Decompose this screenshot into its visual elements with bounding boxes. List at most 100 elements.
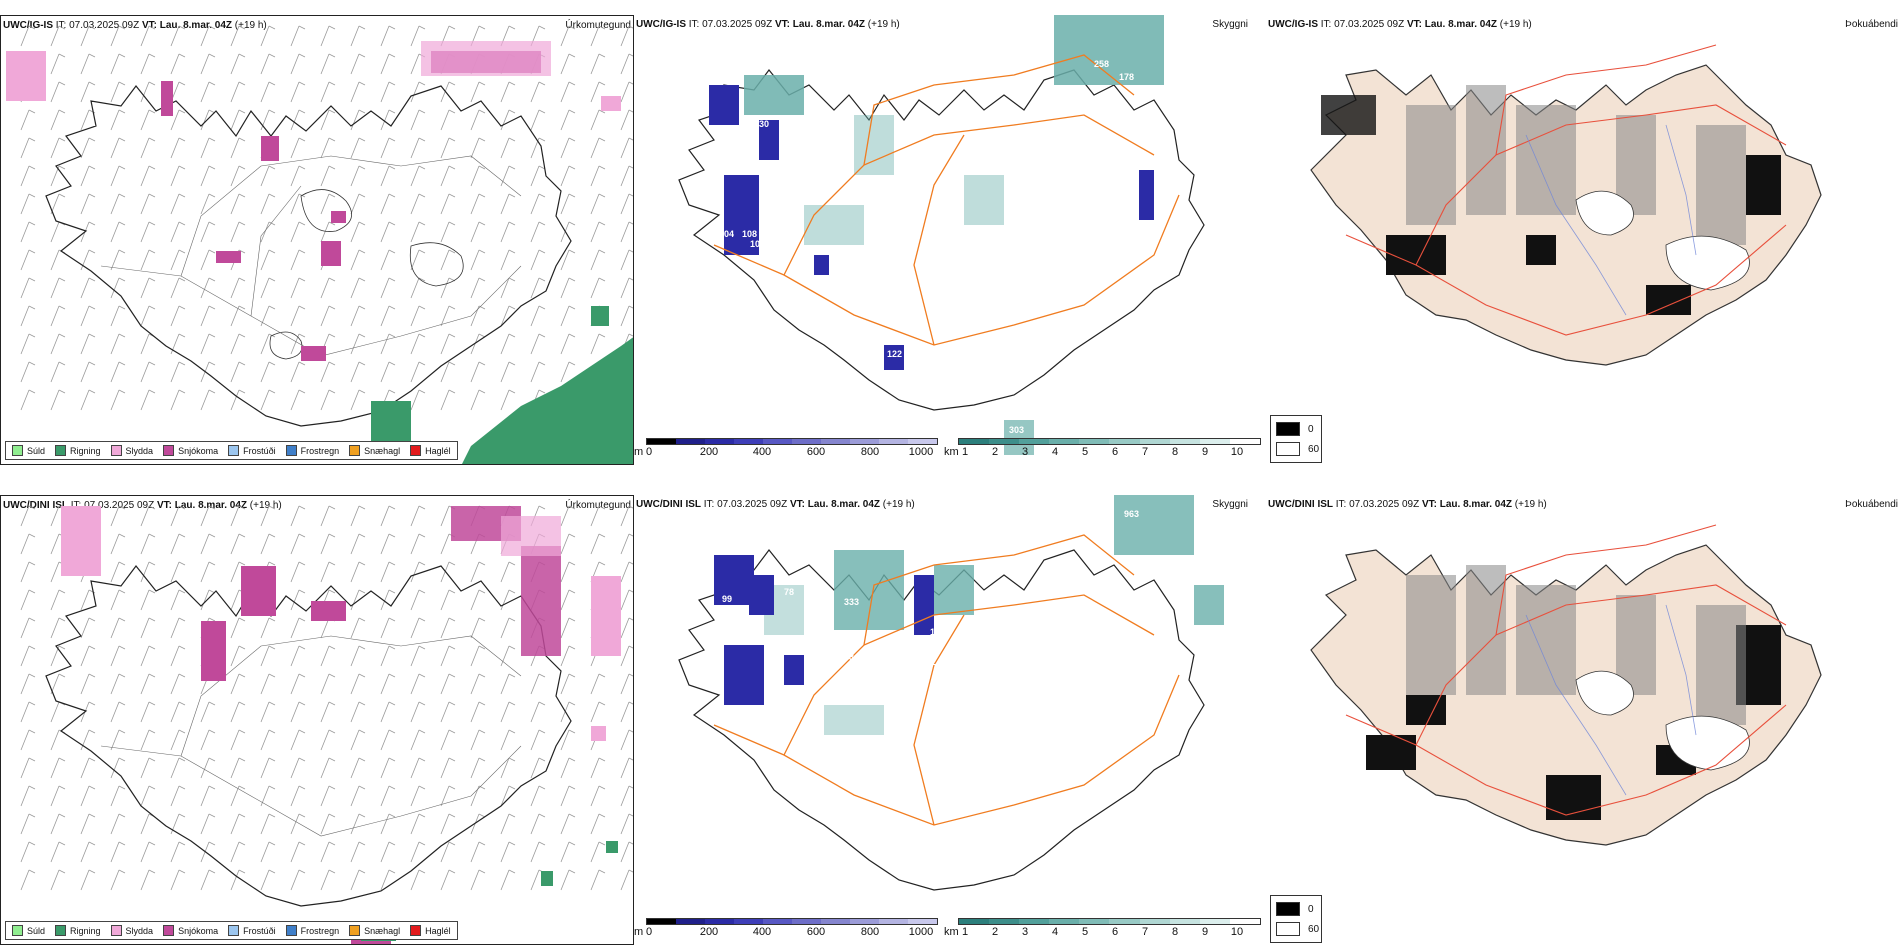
ceiling-label: 39: [829, 145, 839, 155]
ceiling-colorbar: m 0 200 400 600 800 1000: [634, 918, 939, 942]
wind-barb-flag: [598, 505, 606, 510]
wind-barb: [50, 869, 60, 891]
wind-barb-flag: [298, 53, 306, 58]
wind-barb: [50, 25, 60, 47]
wind-barb-flag: [58, 757, 66, 762]
wind-barb-flag: [598, 869, 606, 874]
wind-barb: [260, 277, 270, 299]
wind-barb: [530, 333, 540, 355]
wind-barb-flag: [448, 389, 456, 394]
wind-barb-flag: [418, 673, 426, 678]
panel-title: Skyggni: [1212, 499, 1248, 510]
wind-barb: [170, 561, 180, 583]
legend-item: Snæhagl: [349, 445, 400, 456]
wind-barb: [590, 701, 600, 723]
ceiling-colorbar: m 0 200 400 600 800 1000: [634, 438, 939, 462]
wind-barb: [410, 505, 420, 527]
wind-barb-flag: [88, 137, 96, 142]
wind-barb-flag: [118, 561, 126, 566]
precip-legend: Súld Rigning Slydda Snjókoma Frostúði Fr…: [5, 921, 458, 940]
cloud-label: 973: [1144, 557, 1159, 567]
wind-barb: [290, 165, 300, 187]
wind-barb: [20, 361, 30, 383]
wind-barb: [20, 785, 30, 807]
legend-swatch: [410, 445, 422, 456]
wind-barb-flag: [88, 333, 96, 338]
wind-barb: [440, 389, 450, 411]
wind-barb: [50, 389, 60, 411]
wind-barb-flag: [28, 729, 36, 734]
wind-barb-flag: [598, 701, 606, 706]
cloud-teal: [744, 15, 1164, 245]
wind-barb-flag: [328, 841, 336, 846]
colorbar-segment: [1199, 439, 1230, 444]
wind-barb-flag: [238, 305, 246, 310]
wind-barb-flag: [28, 193, 36, 198]
wind-barb: [620, 165, 630, 187]
wind-barb-flag: [268, 53, 276, 58]
wind-barb-flag: [418, 221, 426, 226]
panel-header: UWC/DINI ISL IT: 07.03.2025 09Z VT: Lau.…: [1268, 499, 1547, 510]
roads: [100, 635, 522, 837]
wind-barb: [20, 193, 30, 215]
wind-barb: [320, 729, 330, 751]
colorbar-segment: [1049, 919, 1080, 924]
wind-barb-flag: [58, 645, 66, 650]
wind-barb-flag: [628, 617, 633, 621]
wind-barb: [320, 785, 330, 807]
wind-barb-flag: [328, 389, 336, 394]
wind-barb: [530, 841, 540, 863]
ceiling-tick: 400: [752, 926, 772, 938]
wind-barb-flag: [448, 869, 456, 874]
wind-barb-flag: [328, 361, 336, 366]
wind-barb: [230, 869, 240, 891]
wind-barb-flag: [298, 813, 306, 818]
wind-barb: [50, 53, 60, 75]
colorbar-segment: [1079, 919, 1110, 924]
wind-barb-flag: [538, 361, 546, 366]
wind-barb-flag: [178, 757, 186, 762]
wind-barb-flag: [388, 505, 396, 510]
wind-barb-flag: [238, 813, 246, 818]
wind-barb: [500, 589, 510, 611]
ceiling-label: 120: [930, 627, 945, 637]
fog-swatch: [1276, 442, 1300, 456]
wind-barb-flag: [28, 333, 36, 338]
wind-barb: [440, 561, 450, 583]
cloud-base-blue: [714, 555, 934, 705]
wind-barb-flag: [328, 305, 336, 310]
wind-barb: [410, 249, 420, 271]
wind-barb: [350, 221, 360, 243]
wind-barb-flag: [598, 109, 606, 114]
wind-barb: [590, 221, 600, 243]
wind-barb-flag: [208, 193, 216, 198]
wind-barb-flag: [508, 389, 516, 394]
wind-barb: [500, 813, 510, 835]
wind-barb: [350, 729, 360, 751]
wind-barb: [80, 53, 90, 75]
wind-barb-flag: [238, 757, 246, 762]
cloud-tick: 3: [1021, 446, 1029, 458]
wind-barb: [50, 109, 60, 131]
wind-barb-flag: [388, 841, 396, 846]
legend-item: Slydda: [110, 445, 153, 456]
wind-barb-flag: [388, 81, 396, 86]
wind-barb: [110, 645, 120, 667]
wind-barb: [320, 25, 330, 47]
wind-barb-flag: [418, 785, 426, 790]
wind-barb: [350, 81, 360, 103]
wind-barb: [80, 729, 90, 751]
wind-barb: [560, 869, 570, 891]
cloud-tick: 5: [1081, 446, 1089, 458]
wind-barb: [290, 673, 300, 695]
wind-barb-flag: [568, 333, 576, 338]
wind-barb-flag: [418, 505, 426, 510]
wind-barb-flag: [238, 729, 246, 734]
wind-barb-flag: [208, 701, 216, 706]
wind-barb: [80, 841, 90, 863]
wind-barb: [170, 361, 180, 383]
wind-barb: [200, 109, 210, 131]
wind-barb: [560, 165, 570, 187]
wind-barb-flag: [568, 137, 576, 142]
ceiling-tick: 200: [699, 446, 719, 458]
